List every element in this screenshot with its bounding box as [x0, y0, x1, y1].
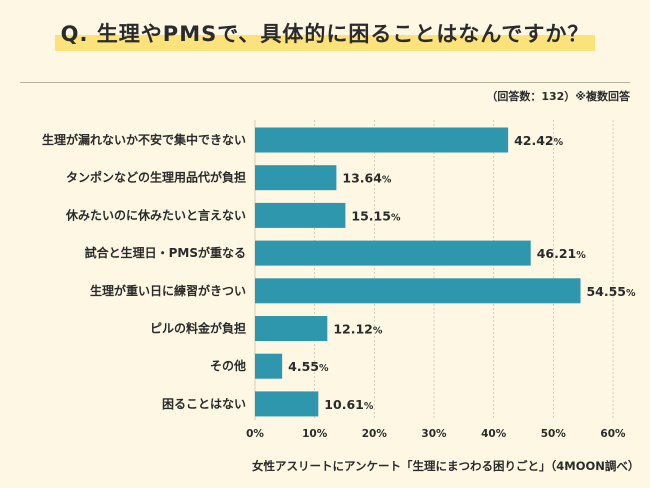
page-title: Q. 生理やPMSで、具体的に困ることはなんですか？ [54, 16, 596, 51]
bar [255, 278, 581, 304]
bar [255, 316, 328, 341]
category-label: タンポンなどの生理用品代が負担 [66, 170, 246, 185]
category-label: 休みたいのに休みたいと言えない [65, 207, 246, 222]
value-label: 15.15% [351, 208, 401, 223]
category-label: 試合と生理日・PMSが重なる [85, 245, 246, 260]
response-count-note: （回答数：132）※複数回答 [486, 90, 630, 103]
x-tick-label: 40% [481, 428, 507, 440]
category-label: ピルの料金が負担 [150, 321, 246, 336]
value-label: 13.64% [342, 171, 392, 186]
x-tick-label: 20% [362, 428, 388, 440]
category-label: 困ることはない [162, 397, 246, 411]
x-tick-label: 0% [246, 428, 264, 440]
bar [255, 353, 283, 379]
title-container: Q. 生理やPMSで、具体的に困ることはなんですか？ [0, 16, 650, 51]
category-label: その他 [210, 358, 246, 373]
value-label: 54.55% [586, 284, 636, 299]
x-tick-label: 10% [302, 428, 328, 440]
x-tick-label: 60% [600, 428, 626, 440]
value-label: 4.55% [288, 359, 329, 374]
value-label: 46.21% [537, 246, 587, 261]
source-caption: 女性アスリートにアンケート「生理にまつわる困りごと」（4MOON調べ） [252, 459, 640, 473]
value-label: 42.42% [514, 133, 564, 148]
bar [255, 240, 531, 266]
bar [255, 391, 319, 417]
bar [255, 127, 509, 153]
value-label: 12.12% [333, 322, 383, 337]
title-divider [20, 82, 630, 83]
x-tick-label: 50% [541, 428, 567, 440]
value-label: 10.61% [324, 397, 374, 412]
bar [255, 202, 346, 228]
x-tick-label: 30% [421, 428, 447, 440]
category-label: 生理が漏れないか不安で集中できない [42, 132, 246, 147]
bar [255, 165, 337, 191]
category-label: 生理が重い日に練習がきつい [90, 283, 246, 298]
